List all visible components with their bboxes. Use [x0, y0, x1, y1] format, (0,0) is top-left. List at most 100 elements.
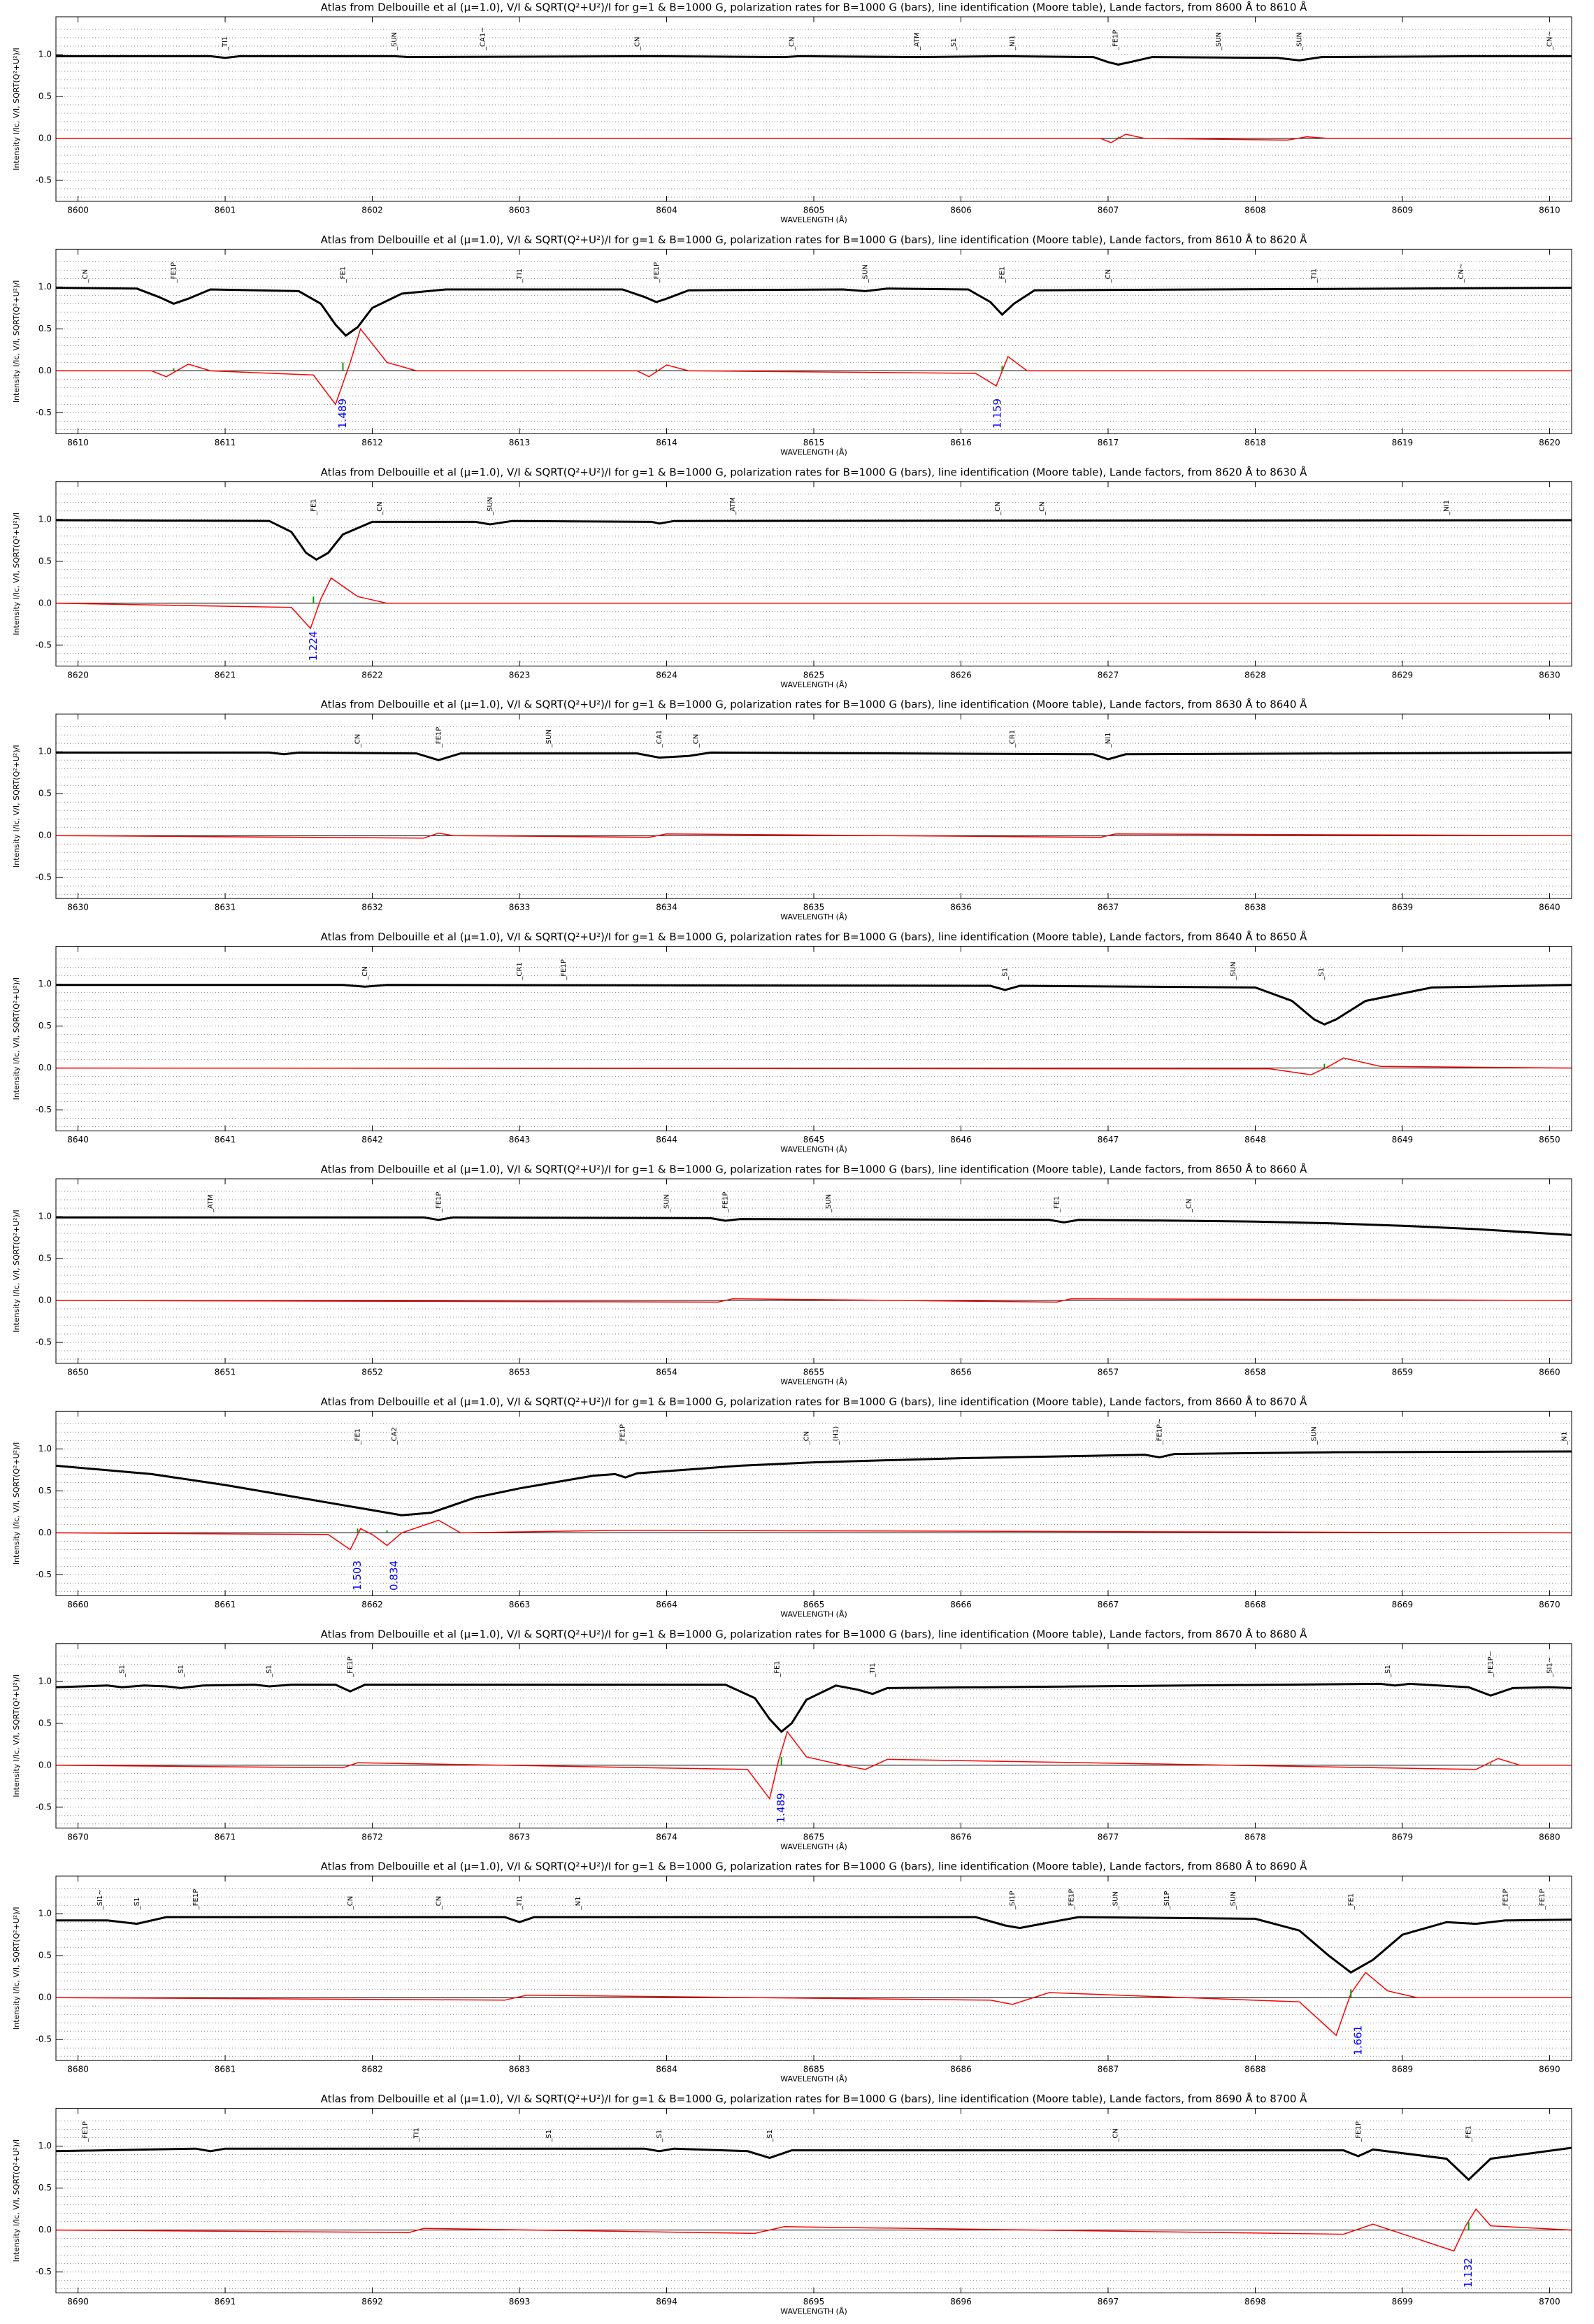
x-tick-label: 8656	[950, 1368, 972, 1377]
x-tick-label: 8660	[1539, 1368, 1560, 1377]
line-id: _TI1	[869, 1663, 877, 1677]
line-id: _SUN	[1296, 32, 1304, 51]
data-line	[55, 519, 1572, 561]
x-tick-label: 8635	[803, 903, 825, 912]
line-id: _(H1)	[833, 1426, 840, 1446]
x-axis-label: WAVELENGTH (Å)	[780, 1377, 847, 1386]
chart-title: Atlas from Delbouille et al (μ=1.0), V/I…	[321, 930, 1308, 943]
x-tick-label: 8691	[215, 2297, 236, 2307]
x-tick-label: 8610	[67, 438, 89, 447]
x-tick-label: 8687	[1098, 2065, 1119, 2074]
line-id: _SUN	[1215, 32, 1223, 51]
chart-title: Atlas from Delbouille et al (μ=1.0), V/I…	[321, 1163, 1308, 1176]
y-tick-label: 0.0	[38, 1063, 52, 1073]
x-tick-label: 8624	[656, 670, 677, 680]
x-tick-label: 8685	[803, 2065, 825, 2074]
x-tick-label: 8620	[67, 670, 89, 680]
line-id: _SUN	[1112, 1891, 1119, 1910]
x-tick-label: 8683	[509, 2065, 531, 2074]
x-tick-label: 8680	[1539, 1832, 1560, 1842]
y-axis-label: Intensity I/Ic, V/I, SQRT(Q²+U²)/I	[12, 977, 21, 1100]
x-tick-label: 8623	[509, 670, 531, 680]
line-id: _CA1	[656, 730, 663, 748]
x-tick-label: 8665	[803, 1600, 825, 1609]
y-tick-label: 0.5	[38, 1254, 52, 1263]
line-id: _FE1P	[1355, 2121, 1363, 2142]
y-tick-label: 0.5	[38, 2183, 52, 2193]
y-tick-label: 0.0	[38, 2225, 52, 2235]
data-line	[55, 1519, 1572, 1551]
x-tick-label: 8697	[1098, 2297, 1119, 2307]
line-id: _FE1	[354, 1428, 361, 1445]
y-tick-label: 0.0	[38, 831, 52, 840]
data-line	[56, 751, 1572, 761]
x-tick-label: 8645	[803, 1135, 825, 1145]
line-id: _FE1P~	[1156, 1419, 1164, 1446]
y-tick-label: 1.0	[38, 1212, 52, 1221]
line-id: _TI1	[222, 36, 229, 51]
line-id: _FE1P	[347, 1656, 354, 1677]
line-id: _FE1P	[653, 262, 661, 283]
line-id: _S1	[134, 1897, 141, 1910]
line-id: _FE1	[773, 1660, 781, 1677]
y-tick-label: -0.5	[36, 1570, 52, 1579]
x-tick-label: 8636	[950, 903, 972, 912]
x-tick-label: 8663	[509, 1600, 531, 1609]
y-tick-label: 1.0	[38, 1909, 52, 1918]
line-id: _SUN	[545, 729, 553, 748]
line-id: _CN	[361, 966, 369, 980]
line-id: _NI1	[1443, 500, 1451, 516]
line-id: _SI1~	[96, 1889, 104, 1910]
data-line	[55, 1730, 1572, 1800]
line-id: _TI1	[516, 268, 524, 283]
x-tick-label: 8615	[803, 438, 825, 447]
line-id: _TI1	[413, 2128, 421, 2142]
line-id: _S1	[266, 1665, 273, 1678]
chart-title: Atlas from Delbouille et al (μ=1.0), V/I…	[321, 2092, 1308, 2105]
line-id: _FE1P	[192, 1889, 200, 1910]
x-tick-label: 8616	[950, 438, 972, 447]
x-tick-label: 8634	[656, 903, 677, 912]
line-id: _CA1~	[479, 27, 487, 51]
x-tick-label: 8627	[1098, 670, 1119, 680]
line-id: _CN	[693, 734, 701, 748]
x-tick-label: 8626	[950, 670, 972, 680]
line-id: _N1	[1560, 1432, 1568, 1446]
line-id: _ATM	[207, 1194, 215, 1213]
x-tick-label: 8630	[1539, 670, 1560, 680]
x-tick-label: 8680	[67, 2065, 89, 2074]
line-id: _FE1P	[560, 959, 568, 980]
x-tick-label: 8640	[67, 1135, 89, 1145]
x-tick-label: 8640	[1539, 903, 1560, 912]
x-tick-label: 8638	[1244, 903, 1266, 912]
chart-title: Atlas from Delbouille et al (μ=1.0), V/I…	[321, 698, 1308, 711]
lande-factor: 1.489	[775, 1793, 787, 1823]
y-tick-label: 0.5	[38, 789, 52, 798]
x-tick-label: 8628	[1244, 670, 1266, 680]
plot-frame	[55, 2108, 1572, 2294]
x-tick-label: 8600	[67, 206, 89, 215]
x-tick-label: 8652	[361, 1368, 383, 1377]
x-tick-label: 8603	[509, 206, 531, 215]
x-tick-label: 8651	[215, 1368, 236, 1377]
line-id: _FE1P	[1502, 1889, 1509, 1910]
x-tick-label: 8617	[1098, 438, 1119, 447]
x-axis-label: WAVELENGTH (Å)	[780, 2307, 847, 2316]
data-line	[55, 287, 1572, 337]
line-id: _SUN	[663, 1194, 671, 1213]
x-tick-label: 8688	[1244, 2065, 1266, 2074]
x-tick-label: 8682	[361, 2065, 383, 2074]
line-id: _CN	[788, 37, 796, 51]
y-tick-label: -0.5	[36, 1337, 52, 1347]
data-line	[56, 327, 1572, 406]
line-id: _N1	[575, 1896, 582, 1910]
plot-frame	[55, 946, 1572, 1132]
y-tick-label: -0.5	[36, 1105, 52, 1114]
y-tick-label: 0.0	[38, 598, 52, 608]
x-tick-label: 8671	[215, 1832, 236, 1842]
y-tick-label: 0.0	[38, 134, 52, 143]
line-id: _FE1P	[1112, 30, 1119, 51]
y-axis-label: Intensity I/Ic, V/I, SQRT(Q²+U²)/I	[12, 280, 21, 403]
y-tick-label: -0.5	[36, 408, 52, 417]
